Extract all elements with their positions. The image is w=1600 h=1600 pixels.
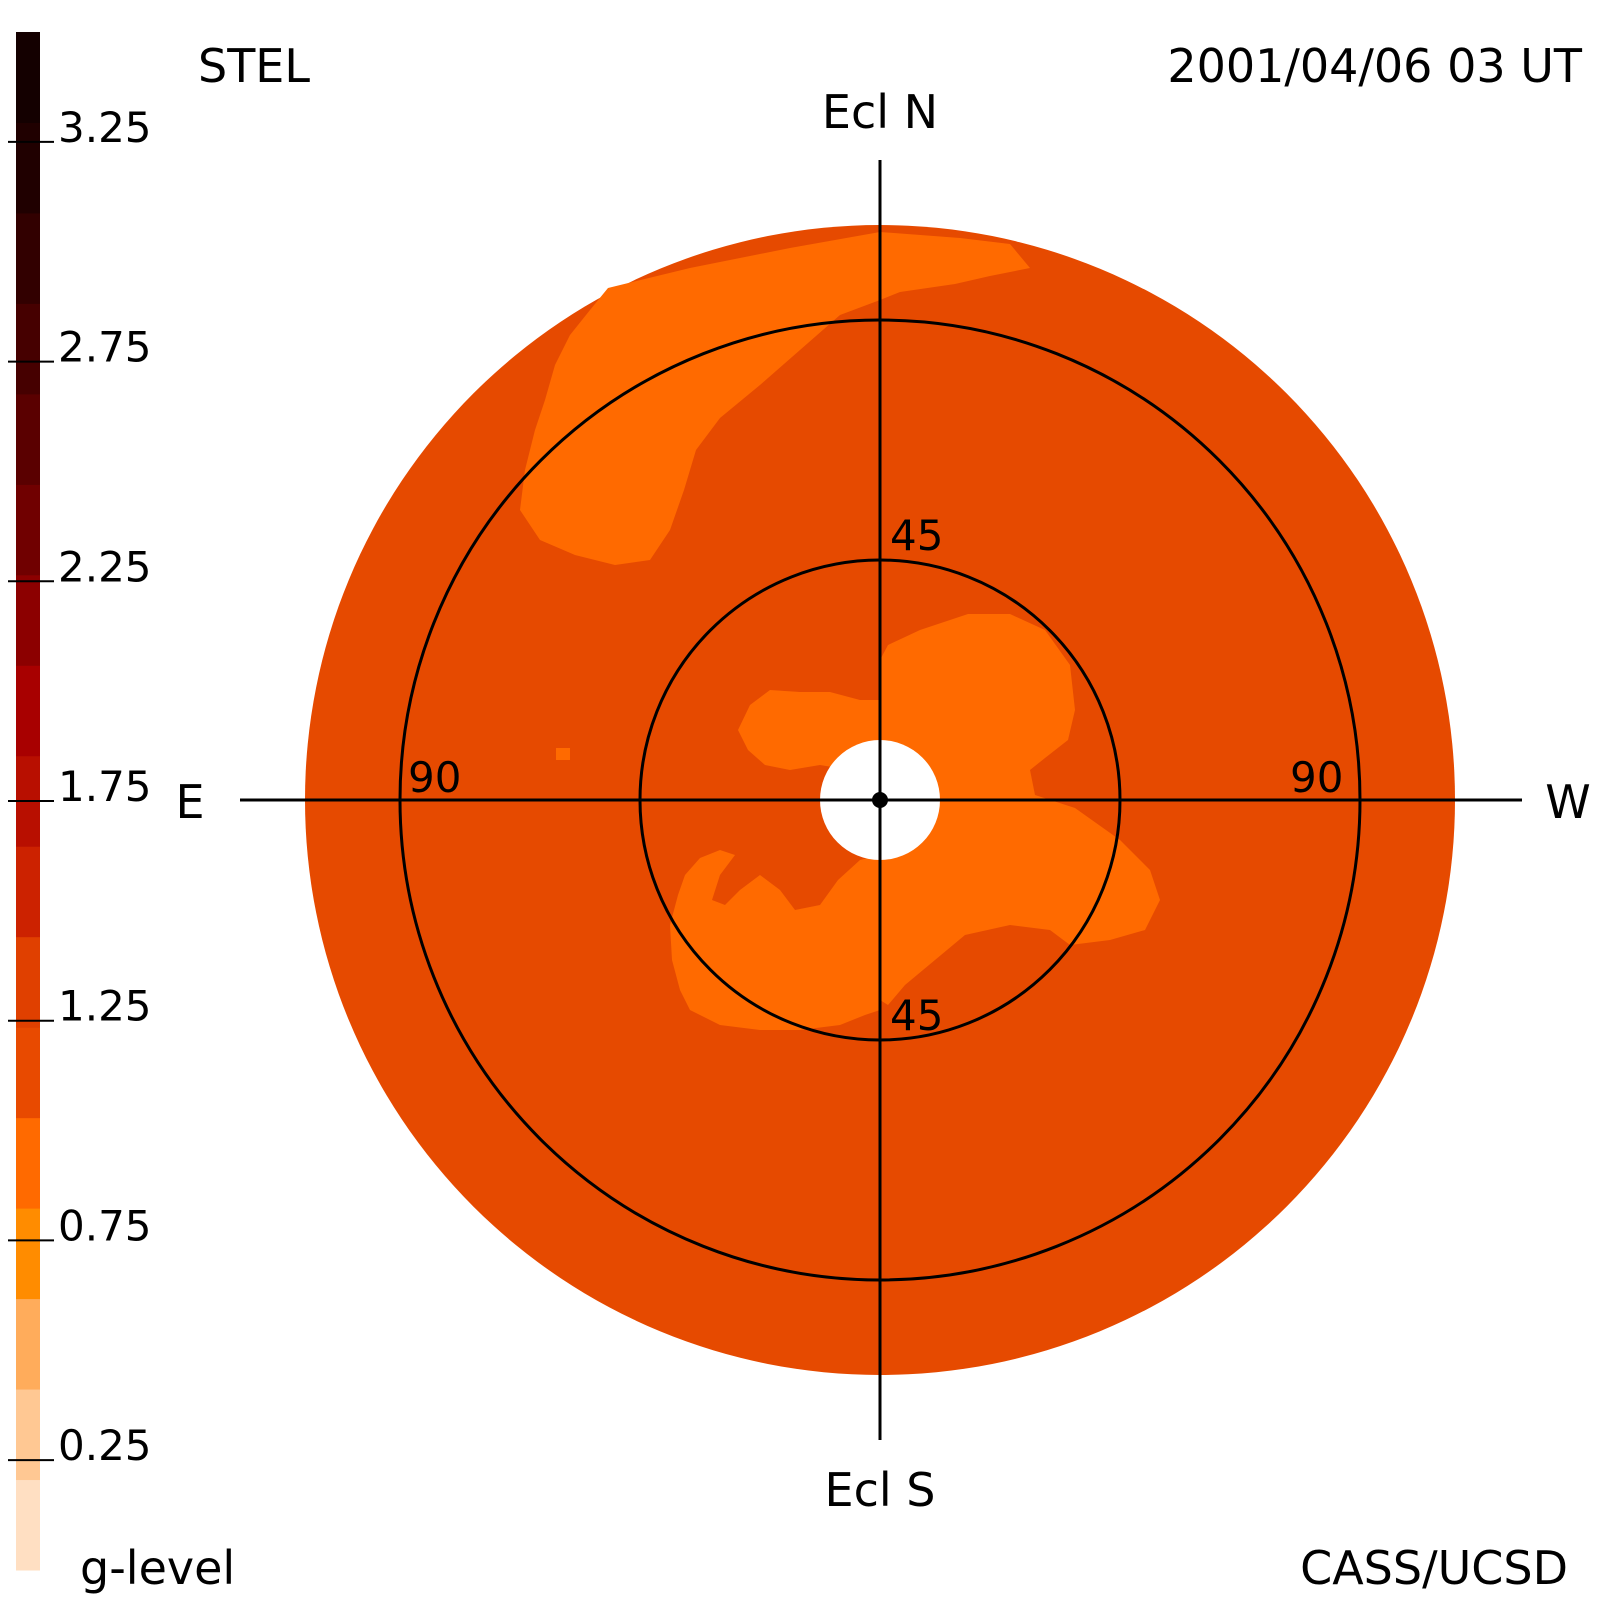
- colorbar-segment: [16, 574, 40, 666]
- ring-90-label-east: 90: [408, 753, 461, 802]
- ring-45-label-south: 45: [890, 991, 943, 1040]
- colorbar-tick-label: 2.25: [58, 542, 152, 591]
- colorbar-segment: [16, 303, 40, 395]
- enhancement-regions: [520, 232, 1160, 1030]
- colorbar-segment: [16, 32, 40, 123]
- colorbar-segment: [16, 1479, 40, 1571]
- direction-south-label: Ecl S: [825, 1463, 936, 1517]
- colorbar-tick-label: 0.25: [58, 1421, 152, 1470]
- colorbar-segment: [16, 1027, 40, 1119]
- colorbar-segment: [16, 484, 40, 576]
- enhancement-region-inner-west: [738, 690, 880, 770]
- colorbar-segment: [16, 665, 40, 757]
- enhancement-region-inner-north: [880, 614, 1160, 1005]
- credit-label: CASS/UCSD: [1300, 1541, 1568, 1595]
- enhancement-region-northeast: [520, 232, 1030, 565]
- colorbar-segment: [16, 1208, 40, 1300]
- colorbar-tick-label: 2.75: [58, 323, 152, 372]
- ring-45-label-north: 45: [890, 511, 943, 560]
- colorbar-segment: [16, 1298, 40, 1390]
- colorbar-tick-label: 3.25: [58, 103, 152, 152]
- colorbar-segment: [16, 1117, 40, 1209]
- enhancement-region-inner-south: [670, 850, 880, 1030]
- direction-east-label: E: [175, 775, 204, 829]
- colorbar-ticks: 3.25 2.75 2.25 1.75 1.25 0.75 0.25: [8, 103, 152, 1470]
- colorbar-tick-label: 0.75: [58, 1201, 152, 1250]
- colorbar-segment: [16, 936, 40, 1028]
- timestamp-label: 2001/04/06 03 UT: [1167, 39, 1583, 93]
- enhancement-speck: [556, 748, 570, 760]
- direction-north-label: Ecl N: [822, 85, 938, 139]
- colorbar-tick-label: 1.75: [58, 762, 152, 811]
- ring-90-label-west: 90: [1290, 753, 1343, 802]
- colorbar-segment: [16, 393, 40, 485]
- instrument-label: STEL: [198, 39, 310, 93]
- colorbar-tick-label: 1.25: [58, 982, 152, 1031]
- colorbar-segment: [16, 212, 40, 304]
- colorbar-segment: [16, 122, 40, 214]
- colorbar-label: g-level: [80, 1541, 235, 1595]
- colorbar-segment: [16, 1389, 40, 1481]
- direction-west-label: W: [1545, 775, 1590, 829]
- colorbar-segment: [16, 846, 40, 938]
